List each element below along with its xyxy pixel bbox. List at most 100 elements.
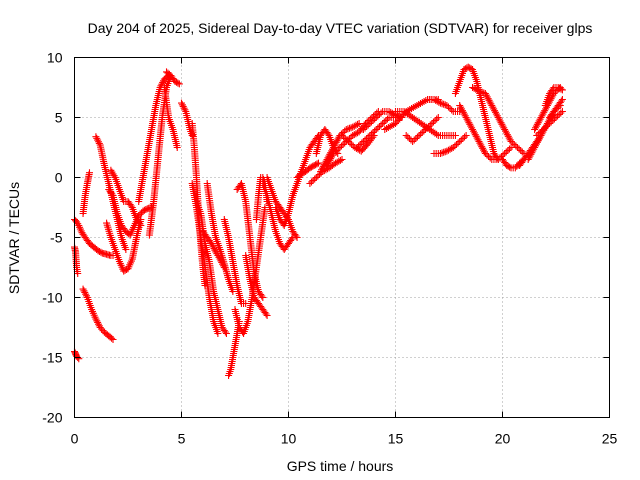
data-point [354,120,362,128]
data-point [486,154,494,162]
data-point [558,86,566,94]
data-point [329,150,337,157]
series-arc12 [160,84,181,151]
data-point [367,130,375,138]
data-point [438,100,446,108]
data-point [341,135,349,142]
data-point [380,118,388,126]
data-point [85,169,93,177]
data-point [379,120,387,127]
data-point [363,123,371,130]
data-point [293,234,301,241]
series-arc04 [79,169,93,217]
data-point [546,120,554,127]
data-point [558,108,566,115]
data-point [82,290,90,298]
series-arc52 [546,96,566,121]
x-tick-label: 10 [281,431,297,447]
data-point [542,123,550,130]
data-point [314,159,322,167]
data-point [340,133,348,141]
data-point [554,112,562,120]
data-point [507,138,515,145]
data-point [382,117,390,124]
data-point [347,124,355,132]
data-point [288,235,296,243]
data-point [159,78,167,86]
data-point [448,106,456,114]
data-point [308,178,316,186]
data-point [263,312,271,319]
data-point [366,120,374,127]
data-point [420,127,428,135]
data-point [377,121,385,129]
data-point [383,115,391,123]
data-point [410,136,418,144]
data-point [363,135,371,142]
x-tick-label: 5 [178,431,186,447]
data-point [502,148,510,156]
data-point [443,102,451,109]
y-tick-label: -5 [50,230,63,246]
data-point [438,149,446,157]
data-point [457,136,465,144]
data-point [259,294,267,301]
data-point [549,117,557,124]
data-point [173,144,181,151]
data-point [533,132,541,139]
data-point [517,147,525,154]
data-point [346,139,354,147]
data-point [180,104,188,112]
data-point [92,133,100,141]
data-point [336,144,344,151]
data-point [309,177,317,184]
data-point [367,118,375,126]
data-point [262,310,270,318]
data-point [461,133,469,141]
series-arc19 [203,180,237,295]
data-point [81,288,89,296]
x-axis-label: GPS time / hours [287,458,394,474]
data-point [497,153,505,160]
data-point [433,130,441,138]
data-point [175,80,183,88]
data-point [444,103,452,111]
data-point [352,130,360,138]
data-point [338,156,346,163]
data-point [558,96,566,103]
data-point [423,124,431,132]
data-point [178,99,185,107]
data-point [434,114,442,121]
series-arc07 [105,186,156,239]
data-point [375,111,383,118]
data-point [361,136,369,144]
data-point [384,124,392,131]
series-arc24 [242,252,271,319]
data-point [348,141,356,148]
data-point [478,88,486,96]
series-arc26 [259,180,297,253]
data-point [338,132,346,139]
data-point [364,121,372,129]
y-tick-label: 10 [47,50,63,66]
data-point [518,148,526,156]
x-tick-label: 0 [71,431,79,447]
data-point [95,139,103,147]
data-point [336,156,344,164]
data-point [534,130,542,138]
data-point [210,245,218,253]
data-point [557,109,565,117]
data-point [222,330,230,337]
data-point [405,135,413,142]
data-point [406,106,414,113]
data-point [451,132,459,139]
data-point [311,175,319,183]
data-point [513,144,521,151]
data-point [536,129,544,136]
data-point [412,135,420,142]
data-point [108,190,116,198]
data-point [459,135,467,142]
data-point [555,111,563,118]
data-point [422,97,430,104]
